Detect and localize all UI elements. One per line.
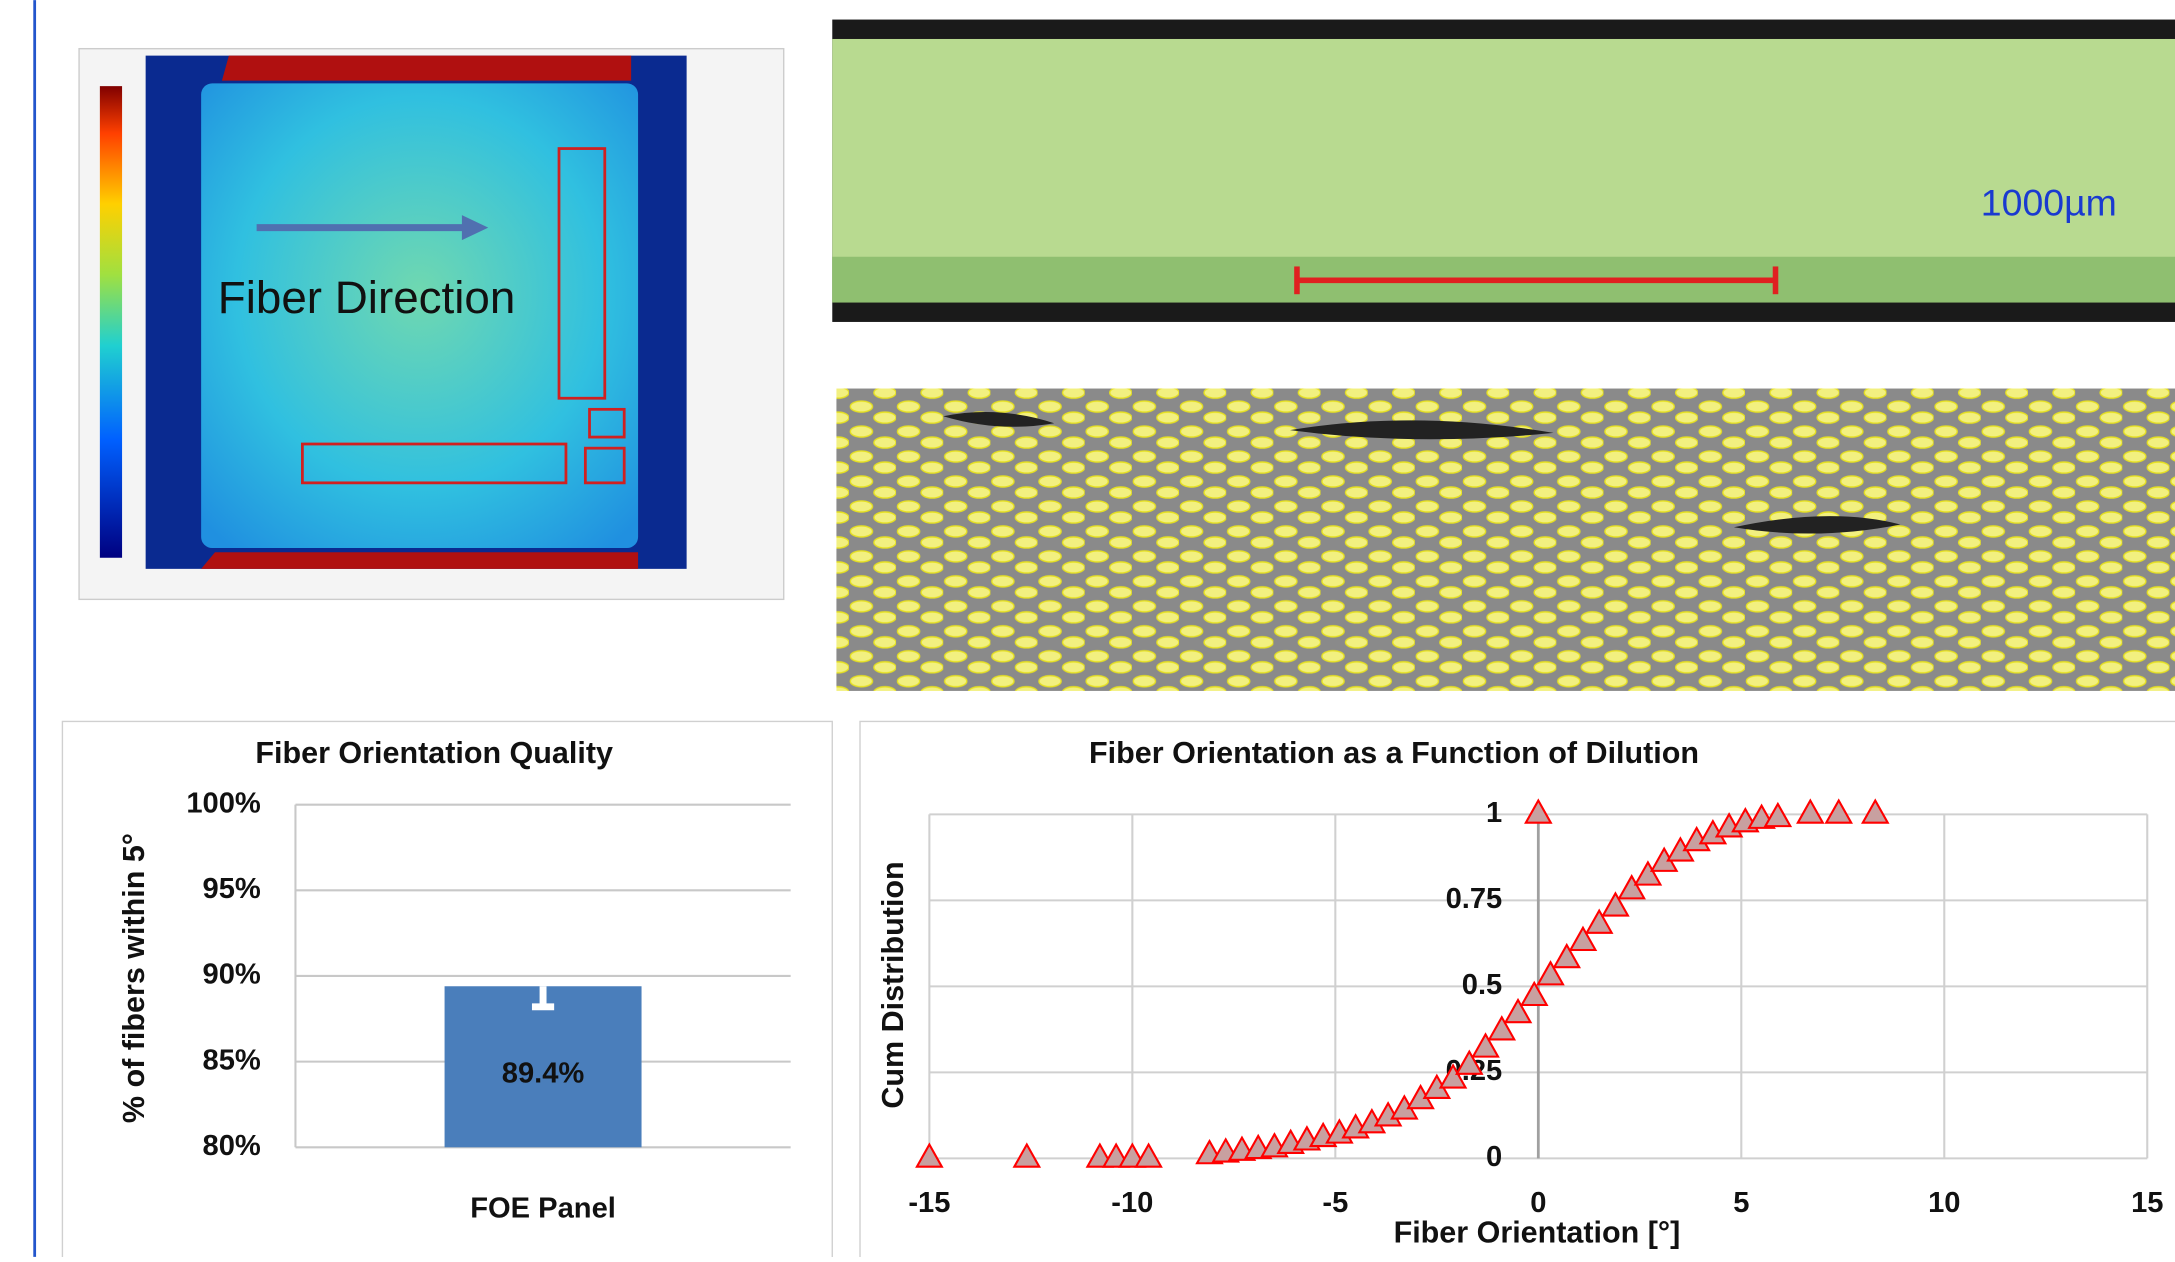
cscan-label: Fiber Direction <box>218 272 516 323</box>
fiber-cross-section <box>836 389 2175 691</box>
x-tick-label: 5 <box>1733 1187 1749 1219</box>
x-tick-label: FOE Panel <box>470 1192 616 1224</box>
slide: Fiber Direction 1000µm Fiber Orientation… <box>0 0 2175 1257</box>
scale-bar-label: 1000µm <box>1981 181 2117 223</box>
chart-panel <box>860 721 2175 1257</box>
cscan-image: Fiber Direction <box>79 49 784 600</box>
x-tick-label: -10 <box>1111 1187 1153 1219</box>
x-tick-label: 15 <box>2131 1187 2163 1219</box>
y-tick-label: 80% <box>203 1130 261 1162</box>
chart-title: Fiber Orientation as a Function of Dilut… <box>1089 736 1699 770</box>
x-tick-label: 10 <box>1928 1187 1960 1219</box>
y-tick-label: 100% <box>186 787 261 819</box>
x-tick-label: 0 <box>1530 1187 1546 1219</box>
y-tick-label: 95% <box>203 873 261 905</box>
value-label: 89.4% <box>502 1058 585 1090</box>
micrograph: 1000µm <box>832 20 2175 322</box>
y-tick-label: 0.5 <box>1462 969 1502 1001</box>
x-tick-label: -5 <box>1322 1187 1348 1219</box>
y-tick-label: 1 <box>1486 797 1502 829</box>
y-tick-label: 0 <box>1486 1141 1502 1173</box>
y-tick-label: 90% <box>203 959 261 991</box>
chart-title: Fiber Orientation Quality <box>255 736 613 770</box>
y-axis-label: % of fibers within 5° <box>117 833 151 1123</box>
y-tick-label: 0.75 <box>1446 883 1503 915</box>
x-tick-label: -15 <box>908 1187 950 1219</box>
y-tick-label: 85% <box>203 1044 261 1076</box>
x-axis-label: Fiber Orientation [°] <box>1394 1216 1681 1250</box>
y-axis-label: Cum Distribution <box>876 861 910 1108</box>
